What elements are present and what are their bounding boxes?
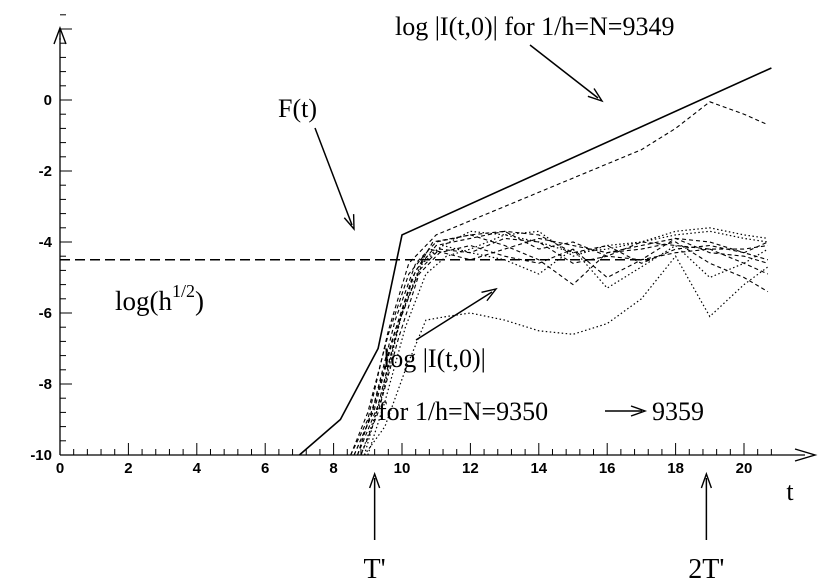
x-tick-label: 14 bbox=[530, 460, 547, 477]
Tprime-label: T' bbox=[364, 554, 386, 584]
series-layer bbox=[298, 67, 772, 456]
x-tick-label: 10 bbox=[394, 460, 411, 477]
annotation-layer: F(t) log |I(t,0)| for 1/h=N=9349 log |I(t,… bbox=[278, 12, 724, 584]
x-tick-label: 16 bbox=[599, 460, 616, 477]
x-tick-label: 4 bbox=[193, 460, 202, 477]
reference-line-label: log(h1/2) bbox=[115, 281, 204, 316]
bottom-arrow-line bbox=[415, 291, 493, 341]
x-axis-label: t bbox=[786, 477, 794, 506]
x-tick-label: 6 bbox=[261, 460, 269, 477]
y-tick-label: -8 bbox=[39, 376, 52, 393]
series-line bbox=[350, 237, 769, 456]
reference-layer: log(h1/2) bbox=[60, 259, 650, 316]
x-tick-label: 2 bbox=[124, 460, 132, 477]
bottom-label-line1: log |I(t,0)| bbox=[383, 344, 486, 373]
bottom-label-line2: for 1/h=N=9350 bbox=[378, 397, 548, 426]
F-arrow-head bbox=[343, 214, 355, 231]
series-line bbox=[360, 230, 768, 456]
series-line bbox=[363, 244, 769, 456]
y-tick-label: -6 bbox=[39, 305, 52, 322]
y-tick-label: 0 bbox=[44, 92, 52, 109]
x-tick-label: 0 bbox=[56, 460, 64, 477]
twoTprime-arrow-head bbox=[700, 471, 713, 489]
top-label: log |I(t,0)| for 1/h=N=9349 bbox=[395, 12, 674, 41]
x-tick-label: 18 bbox=[667, 460, 684, 477]
range-arrow-head bbox=[630, 405, 648, 417]
series-line bbox=[363, 255, 769, 456]
F-arrow-line bbox=[314, 127, 353, 226]
Tprime-arrow-head bbox=[368, 471, 381, 489]
F-label: F(t) bbox=[278, 94, 317, 123]
series-line bbox=[356, 237, 769, 456]
x-tick-label: 8 bbox=[329, 460, 337, 477]
series-line bbox=[367, 227, 768, 456]
top-arrow-head bbox=[587, 88, 604, 103]
twoTprime-label: 2T' bbox=[688, 554, 724, 584]
axes: 0-2-4-6-8-100 2 4 6 8 10 12 14 16 18 20t bbox=[30, 14, 818, 506]
series-line bbox=[353, 230, 769, 456]
y-tick-label: -2 bbox=[39, 163, 52, 180]
x-axis-arrow bbox=[794, 448, 818, 462]
series-line bbox=[356, 230, 768, 456]
series-F bbox=[298, 67, 772, 456]
x-tick-label: 20 bbox=[736, 460, 753, 477]
y-tick-label: -10 bbox=[30, 447, 52, 464]
top-arrow-line bbox=[529, 44, 599, 99]
series-line bbox=[360, 244, 769, 456]
x-tick-label: 12 bbox=[462, 460, 479, 477]
bottom-arrow-head bbox=[481, 287, 498, 302]
y-tick-label: -4 bbox=[39, 234, 53, 251]
bottom-label-end: 9359 bbox=[652, 397, 704, 426]
series-N9349 bbox=[350, 101, 769, 456]
